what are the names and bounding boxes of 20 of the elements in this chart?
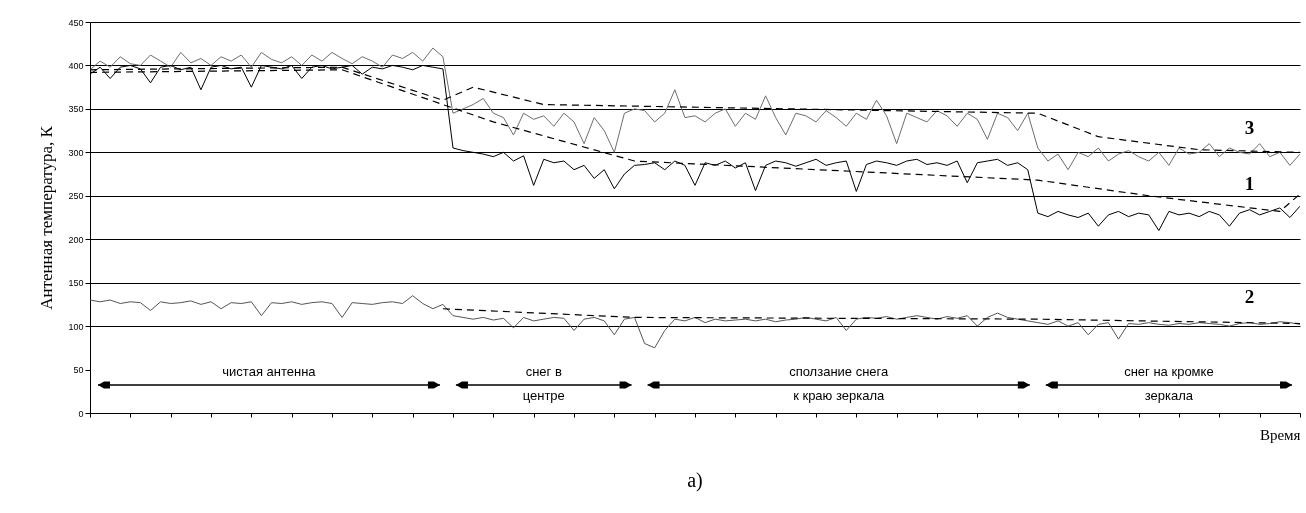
text: сползание снега к краю зеркала (789, 364, 889, 403)
text: а) (687, 469, 703, 492)
text: снег на кромке зеркала (1124, 364, 1214, 403)
y-tick-label: 50 (73, 365, 84, 376)
y-tick-label: 400 (68, 60, 84, 71)
y-tick-label: 250 (68, 191, 84, 202)
y-tick-label: 350 (68, 104, 84, 115)
y-tick-label: 150 (68, 278, 84, 289)
annotation: чистая антенна (222, 364, 317, 379)
text: снег в центре (522, 364, 565, 403)
y-tick-label: 450 (68, 17, 84, 28)
y-tick-label: 100 (68, 321, 84, 332)
series-label: 1 (1244, 172, 1255, 194)
y-tick-label: 0 (78, 408, 84, 419)
y-tick-label: 200 (68, 234, 84, 245)
series-label: 2 (1244, 285, 1255, 307)
series-label: 3 (1244, 117, 1255, 139)
y-axis-title: Антенная температура, К (37, 125, 57, 310)
y-tick-label: 300 (68, 147, 84, 158)
x-axis-title: Время (1259, 427, 1301, 443)
